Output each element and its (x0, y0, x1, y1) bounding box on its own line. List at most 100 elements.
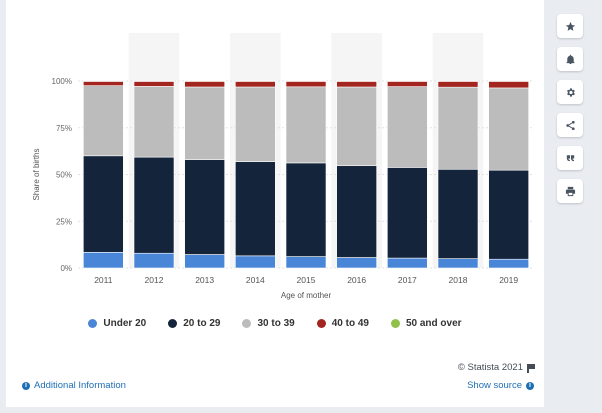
favorite-button[interactable] (557, 14, 583, 38)
y-tick-label: 50% (56, 171, 72, 180)
x-tick-label: 2013 (195, 275, 214, 285)
bar-segment (133, 86, 175, 158)
bar-segment (336, 80, 377, 88)
notification-button[interactable] (557, 47, 583, 71)
bar-segment (336, 86, 377, 167)
settings-button[interactable] (557, 80, 583, 104)
bar-segment (184, 254, 225, 269)
bar-segment (336, 257, 377, 269)
flag-icon (527, 363, 535, 373)
bar-segment (235, 80, 276, 82)
x-tick-label: 2019 (499, 275, 518, 285)
bar-segment (488, 169, 529, 260)
bar-segment (285, 256, 327, 269)
bar-segment (437, 86, 479, 170)
share-icon (565, 120, 575, 130)
bell-icon (565, 54, 575, 64)
show-source-label: Show source (467, 380, 522, 391)
legend-label: Under 20 (103, 318, 147, 329)
credit-text: © Statista 2021 (457, 362, 523, 373)
bar-segment (133, 80, 175, 87)
stacked-bar-chart: 0% 25% 50% 75% 100% 2011 2012 2013 2014 2015 2016 2… (32, 33, 534, 300)
bar-segment (336, 80, 377, 82)
y-axis-label: Share of births (32, 148, 41, 200)
bar-segment (184, 159, 225, 255)
y-tick-label: 75% (56, 124, 72, 133)
bar-segment (133, 252, 175, 269)
quote-icon (566, 154, 574, 161)
share-button[interactable] (557, 113, 583, 137)
bar-segment (285, 162, 327, 257)
bar-segment (285, 80, 327, 82)
legend-label: 40 to 49 (331, 318, 369, 329)
bar-segment (437, 168, 479, 259)
x-tick-label: 2011 (94, 275, 113, 285)
bar-segment (235, 80, 276, 88)
x-tick-label: 2012 (145, 275, 164, 285)
x-axis-label: Age of mother (281, 291, 332, 300)
cite-button[interactable] (557, 146, 583, 170)
bar-segment (285, 80, 327, 88)
legend-swatch (168, 319, 178, 328)
print-icon (565, 186, 575, 196)
statista-credit[interactable]: © Statista 2021 (457, 362, 535, 373)
bar-segment (83, 80, 124, 86)
info-icon: i (22, 381, 30, 390)
additional-information-label: Additional Information (34, 380, 126, 391)
bar-segment (437, 258, 479, 269)
bar-segment (83, 85, 124, 157)
bar-segment (235, 86, 276, 162)
bar-segment (387, 257, 428, 269)
bar-segment (83, 155, 124, 253)
print-button[interactable] (557, 179, 583, 203)
legend-swatch (242, 319, 252, 328)
x-tick-label: 2014 (246, 275, 265, 285)
legend-item[interactable]: 30 to 39 (242, 318, 295, 329)
bar-segment (488, 87, 529, 171)
bar-segment (488, 80, 529, 89)
bar-segment (235, 255, 276, 269)
bar-segment (133, 80, 175, 82)
legend-swatch (88, 319, 98, 328)
bar-segment (488, 80, 529, 82)
legend-item[interactable]: Under 20 (88, 318, 146, 329)
info-icon: i (526, 381, 534, 390)
legend-swatch (316, 319, 326, 328)
bar-segment (437, 80, 479, 82)
bar-segment (437, 80, 479, 88)
gear-icon (566, 87, 575, 97)
bar-segment (83, 251, 124, 269)
chart-legend: Under 20 20 to 29 30 to 39 40 to 49 50 and o… (6, 318, 544, 329)
legend-item[interactable]: 50 and over (390, 318, 462, 329)
legend-label: 20 to 29 (183, 318, 221, 329)
bar-segment (184, 80, 225, 88)
bar-segment (387, 86, 428, 168)
show-source-link[interactable]: Show source i (467, 380, 534, 391)
bar-segment (387, 80, 428, 82)
legend-swatch (390, 319, 400, 328)
bar-segment (184, 86, 225, 160)
additional-information-link[interactable]: i Additional Information (22, 380, 126, 391)
bar-segment (387, 80, 428, 87)
legend-label: 50 and over (405, 318, 462, 329)
star-icon (565, 21, 575, 31)
x-tick-label: 2018 (449, 275, 468, 285)
legend-label: 30 to 39 (257, 318, 295, 329)
bar-segment (83, 80, 124, 82)
x-tick-label: 2015 (297, 275, 316, 285)
y-tick-label: 0% (60, 264, 72, 273)
x-tick-label: 2017 (398, 275, 417, 285)
legend-item[interactable]: 40 to 49 (316, 318, 369, 329)
bar-segment (133, 156, 175, 254)
legend-item[interactable]: 20 to 29 (168, 318, 220, 329)
bar-segment (387, 167, 428, 259)
y-tick-label: 25% (56, 217, 72, 226)
bar-segment (285, 86, 327, 164)
bar-segment (336, 165, 377, 258)
bar-segment (235, 161, 276, 257)
chart-toolbar (557, 14, 583, 203)
x-tick-label: 2016 (347, 275, 366, 285)
y-tick-label: 100% (52, 77, 72, 86)
bar-segment (488, 258, 529, 269)
chart-card: 0% 25% 50% 75% 100% 2011 2012 2013 2014 2015 2016 2… (6, 0, 544, 407)
